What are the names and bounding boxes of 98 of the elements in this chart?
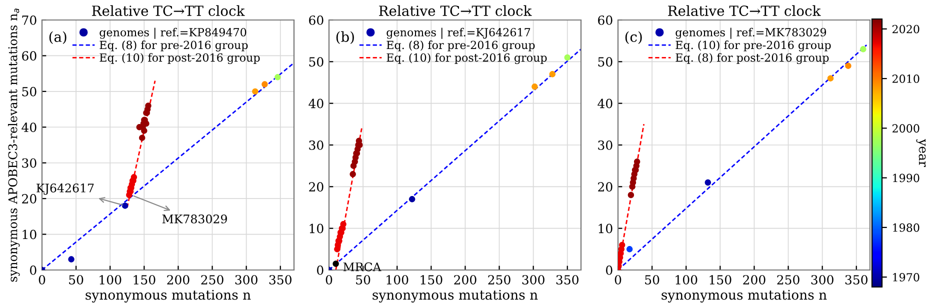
y-tick-label: 20 — [598, 182, 612, 192]
x-tick-label: 200 — [167, 275, 190, 285]
point — [549, 71, 556, 78]
annotation: MK783029 — [162, 214, 227, 224]
point — [628, 192, 634, 198]
legend-label: Eq. (8) for post-2016 group — [676, 53, 829, 64]
annotation: (a) — [49, 31, 66, 44]
point — [408, 196, 416, 202]
x-tick-label: 350 — [556, 275, 578, 285]
x-tick-label: 100 — [676, 275, 698, 285]
color-bar-label: 1990 — [893, 174, 920, 182]
point — [564, 54, 570, 61]
legend-label: Eq. (10) for pre-2016 group — [676, 40, 831, 52]
annotation: (c) — [625, 31, 642, 44]
point — [634, 158, 640, 165]
annotation: (b) — [336, 31, 354, 44]
x-tick-label: 100 — [386, 275, 408, 285]
point — [860, 46, 866, 52]
point — [274, 74, 281, 80]
chart-title: Relative TC→TT clock — [92, 5, 245, 16]
point — [340, 221, 346, 228]
y-tick-label: 0 — [30, 265, 36, 275]
annotation: KJ642617 — [36, 184, 94, 195]
x-tick-label: 50 — [645, 275, 660, 285]
y-tick-label: 0 — [606, 265, 612, 275]
legend-label: genomes | ref.=KJ642617 — [386, 28, 530, 39]
y-tick-label: 50 — [598, 57, 612, 67]
y-tick-label: 30 — [598, 140, 612, 150]
x-tick-label: 0 — [614, 275, 622, 285]
point — [626, 246, 633, 252]
y-tick-label: 60 — [309, 15, 324, 25]
point — [252, 88, 258, 95]
y-tick-label: 10 — [310, 224, 324, 234]
point — [141, 128, 148, 134]
y-tick-label: 10 — [598, 224, 612, 234]
y-tick-label: 20 — [309, 182, 324, 192]
y-tick-label: 30 — [22, 158, 36, 168]
point — [130, 174, 138, 180]
color-bar-label: 2000 — [892, 124, 920, 133]
color-bar-label: 1980 — [893, 223, 920, 232]
x-tick-label: 300 — [235, 275, 258, 285]
legend-label: genomes | ref.=KP849470 — [100, 28, 246, 39]
point — [618, 242, 626, 248]
color-bar-label: 2020 — [892, 24, 920, 34]
legend-label: Eq. (10) for post-2016 group — [100, 53, 260, 64]
y-tick-label: 20 — [22, 194, 36, 204]
point — [532, 84, 538, 90]
x-axis-title: synonymous mutations n — [662, 290, 827, 303]
annotation: MRCA — [343, 262, 382, 272]
x-tick-label: 0 — [326, 275, 332, 285]
y-tick-label: 40 — [308, 98, 324, 108]
legend-label: Eq. (10) for post-2016 group — [386, 53, 547, 64]
point — [845, 62, 852, 69]
x-tick-label: 100 — [100, 275, 122, 285]
chart-title: Relative TC→TT clock — [379, 5, 532, 16]
y-tick-label: 70 — [22, 15, 36, 25]
x-tick-label: 250 — [488, 275, 510, 285]
y-tick-label: 10 — [22, 230, 36, 240]
color-bar-label: 2010 — [892, 74, 920, 83]
x-tick-label: 250 — [777, 275, 800, 285]
point — [827, 75, 834, 82]
x-tick-label: 150 — [710, 275, 732, 285]
x-tick-label: 300 — [811, 275, 834, 285]
x-tick-label: 150 — [134, 275, 156, 285]
legend-label: Eq. (8) for pre-2016 group — [386, 40, 535, 52]
x-tick-label: 0 — [38, 275, 46, 285]
x-tick-label: 150 — [420, 275, 442, 285]
y-tick-label: 60 — [22, 51, 36, 61]
legend-label: Eq. (8) for pre-2016 group — [100, 40, 248, 52]
point — [139, 134, 146, 141]
point — [122, 202, 128, 209]
x-tick-label: 50 — [356, 275, 370, 285]
point — [68, 256, 74, 262]
point — [704, 179, 712, 186]
y-tick-label: 50 — [22, 86, 36, 96]
x-tick-label: 200 — [454, 275, 476, 285]
point — [262, 81, 268, 88]
x-tick-label: 50 — [69, 275, 84, 285]
x-axis-title: synonymous mutations n — [86, 290, 251, 303]
x-tick-label: 200 — [743, 275, 766, 285]
legend-label: genomes | ref.=MK783029 — [676, 28, 826, 39]
x-tick-label: 350 — [269, 275, 292, 285]
y-axis-title: synonymous APOBEC3-relevant mutations n$_{a}$ — [8, 8, 20, 282]
point — [350, 171, 356, 178]
x-tick-label: 250 — [201, 275, 224, 285]
x-tick-label: 350 — [845, 275, 868, 285]
x-axis-title: synonymous mutations n — [372, 290, 538, 303]
y-tick-label: 40 — [22, 122, 36, 132]
y-tick-label: 40 — [598, 98, 612, 108]
x-tick-label: 300 — [522, 275, 544, 285]
y-tick-label: 30 — [309, 140, 324, 150]
color-bar-label: 1970 — [893, 273, 920, 282]
chart-title: Relative TC→TT clock — [668, 5, 821, 16]
y-tick-label: 50 — [309, 57, 324, 67]
color-bar-title: year — [916, 139, 926, 167]
y-tick-label: 60 — [598, 15, 612, 25]
y-tick-label: 0 — [317, 265, 324, 275]
point — [332, 260, 339, 267]
